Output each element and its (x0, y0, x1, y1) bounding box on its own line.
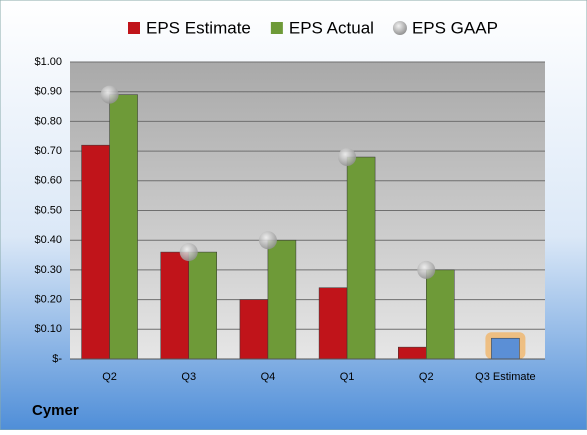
y-tick-label: $0.30 (34, 264, 62, 276)
x-tick-label: Q3 Estimate (475, 371, 536, 383)
legend-marker (392, 21, 407, 35)
gaap-marker (179, 243, 198, 262)
legend-label: EPS GAAP (412, 18, 498, 37)
bar (81, 144, 110, 360)
x-tick-label: Q2 (102, 371, 117, 383)
y-tick-label: $- (52, 353, 62, 365)
y-tick-label: $0.20 (34, 294, 62, 306)
x-tick-label: Q3 (181, 371, 196, 383)
bar (188, 251, 217, 360)
legend-marker (270, 22, 283, 34)
bar (267, 239, 297, 360)
gaap-marker (100, 85, 119, 104)
x-tick-label: Q2 (419, 371, 434, 383)
y-tick-label: $0.60 (34, 175, 62, 187)
legend-label: EPS Actual (289, 18, 374, 37)
y-tick-label: $0.50 (34, 204, 62, 216)
bar (109, 94, 138, 360)
y-tick-label: $0.40 (34, 234, 62, 246)
y-tick-label: $0.90 (34, 86, 62, 98)
x-tick-label: Q4 (261, 371, 276, 383)
y-tick-label: $1.00 (34, 56, 62, 68)
bar (239, 299, 269, 360)
gaap-marker (258, 231, 277, 250)
bar (160, 251, 189, 360)
bar (398, 346, 427, 360)
legend-label: EPS Estimate (146, 18, 251, 37)
gaap-marker (417, 260, 436, 279)
y-tick-label: $0.80 (34, 115, 62, 127)
y-tick-label: $0.70 (34, 145, 62, 157)
bar (491, 337, 520, 360)
bar (426, 269, 455, 360)
bar (318, 287, 348, 360)
legend-marker (128, 22, 140, 34)
bar (346, 156, 376, 360)
x-tick-label: Q1 (340, 371, 355, 383)
y-tick-label: $0.10 (34, 323, 62, 335)
chart-title: Cymer (32, 402, 79, 419)
gaap-marker (338, 148, 357, 167)
